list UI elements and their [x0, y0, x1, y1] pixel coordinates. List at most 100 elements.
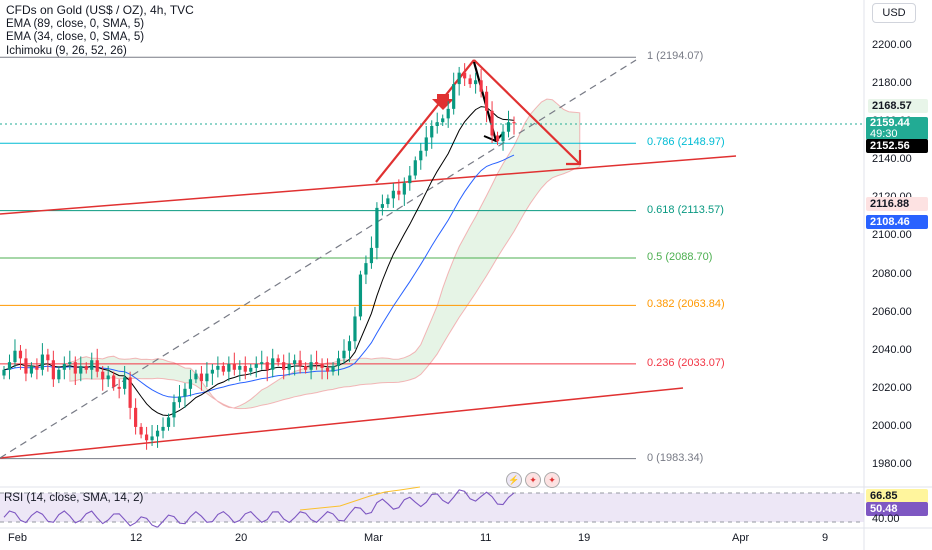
candle-body [254, 364, 258, 368]
candle-body [463, 72, 467, 79]
rsi-pane [0, 486, 864, 528]
candle-body [342, 350, 346, 359]
candle-body [506, 122, 511, 132]
candle-body [309, 362, 313, 370]
rsi-legend[interactable]: RSI (14, close, SMA, 14, 2) [4, 492, 144, 504]
candle-body [172, 402, 176, 418]
candle-body [364, 263, 368, 275]
candle-body [62, 364, 66, 370]
price-axis-label: 1980.00 [872, 458, 912, 470]
candle-body [232, 364, 236, 370]
candle-body [293, 360, 297, 365]
us-flag-icon-2[interactable]: ✦ [544, 472, 560, 488]
candle-body [468, 78, 472, 85]
time-axis-label: 9 [822, 532, 829, 544]
candle-body [331, 365, 335, 372]
candle-body [177, 396, 182, 403]
candle-body [13, 350, 17, 363]
candle-body [419, 150, 423, 161]
candle-body [320, 364, 324, 368]
current-price-label: 2159.44 [870, 117, 910, 129]
ema-34-legend[interactable]: EMA (34, close, 0, SMA, 5) [6, 31, 145, 43]
ichimoku-legend[interactable]: Ichimoku (9, 26, 52, 26) [6, 44, 127, 57]
candle-body [249, 367, 253, 372]
candle-body [79, 365, 83, 374]
candle-body [238, 365, 242, 370]
candle-body [413, 160, 417, 176]
candle-body [512, 122, 516, 124]
fib-label-0: 0 (1983.34) [647, 451, 704, 464]
candle-body [139, 426, 143, 435]
event-icons[interactable]: ⚡ ✦ ✦ [506, 472, 560, 488]
candle-body [243, 365, 247, 372]
fib-label-0.382: 0.382 (2063.84) [647, 298, 725, 311]
candle-body [282, 362, 286, 370]
candle-body [435, 122, 439, 126]
candle-body [161, 426, 165, 431]
price-badge-2116: 2116.88 [866, 197, 928, 211]
candle-body [117, 386, 121, 389]
lightning-icon[interactable]: ⚡ [506, 472, 522, 488]
candle-body [150, 436, 154, 441]
drawings [0, 59, 737, 459]
candle-body [194, 373, 198, 380]
symbol-title[interactable]: CFDs on Gold (US$ / OZ), 4h, TVC [6, 3, 194, 17]
fib-label-1: 1 (2194.07) [647, 50, 704, 63]
candle-body [101, 371, 105, 380]
candle-body [479, 80, 483, 92]
candle-body [402, 183, 406, 195]
rsi-badge-lower: 50.48 [866, 502, 928, 516]
candle-body [474, 80, 478, 85]
candle-body [123, 377, 127, 389]
ema-89-legend[interactable]: EMA (89, close, 0, SMA, 5) [6, 17, 145, 30]
price-badge-current: 2159.44 49:30 [866, 117, 928, 140]
time-axis-label: 11 [480, 532, 492, 544]
candle-body [452, 84, 456, 109]
candle-body [336, 358, 341, 366]
candle-body [205, 373, 209, 382]
candle-body [106, 375, 110, 380]
time-axis-label: 12 [130, 532, 143, 544]
candle-body [501, 131, 505, 142]
candle-body [73, 362, 77, 374]
candle-body [128, 377, 132, 408]
time-axis-label: 19 [578, 532, 591, 544]
candle-body [216, 365, 220, 370]
price-axis-label: 2140.00 [872, 153, 912, 166]
price-badge-2168: 2168.57 [868, 99, 928, 113]
candle-body [260, 362, 264, 365]
us-flag-icon[interactable]: ✦ [525, 472, 541, 488]
currency-button[interactable]: USD [872, 3, 916, 23]
candle-body [391, 190, 395, 199]
fibonacci-retracement [0, 56, 636, 460]
candle-body [304, 365, 308, 370]
price-axis-label: 2060.00 [872, 305, 912, 318]
down-marker-icon [432, 94, 454, 110]
candle-body [183, 388, 187, 397]
candle-body [314, 362, 319, 365]
candle-body [221, 365, 225, 372]
candle-body [408, 175, 412, 184]
candle-body [353, 316, 357, 342]
candle-body [424, 137, 428, 151]
time-axis-label: 20 [235, 532, 248, 544]
candle-body [210, 369, 214, 374]
candle-body [386, 198, 390, 205]
price-axis-label: 2040.00 [872, 343, 912, 356]
candle-body [134, 407, 138, 427]
candle-body [57, 369, 61, 380]
ichimoku-cloud-area [69, 98, 581, 410]
candle-body [155, 430, 160, 437]
candle-body [95, 360, 99, 372]
candle-body [271, 358, 275, 370]
candle-body [358, 274, 363, 317]
time-axis-label: Apr [732, 532, 750, 544]
fib-label-0.618: 0.618 (2113.57) [647, 203, 724, 216]
lower-channel-line [0, 387, 684, 459]
price-axis-label: 2080.00 [872, 267, 912, 280]
time-axis-label: Mar [364, 532, 383, 544]
price-badge-2152: 2152.56 [866, 139, 928, 153]
time-axis-label: Feb [8, 532, 27, 544]
candle-body [369, 247, 374, 264]
